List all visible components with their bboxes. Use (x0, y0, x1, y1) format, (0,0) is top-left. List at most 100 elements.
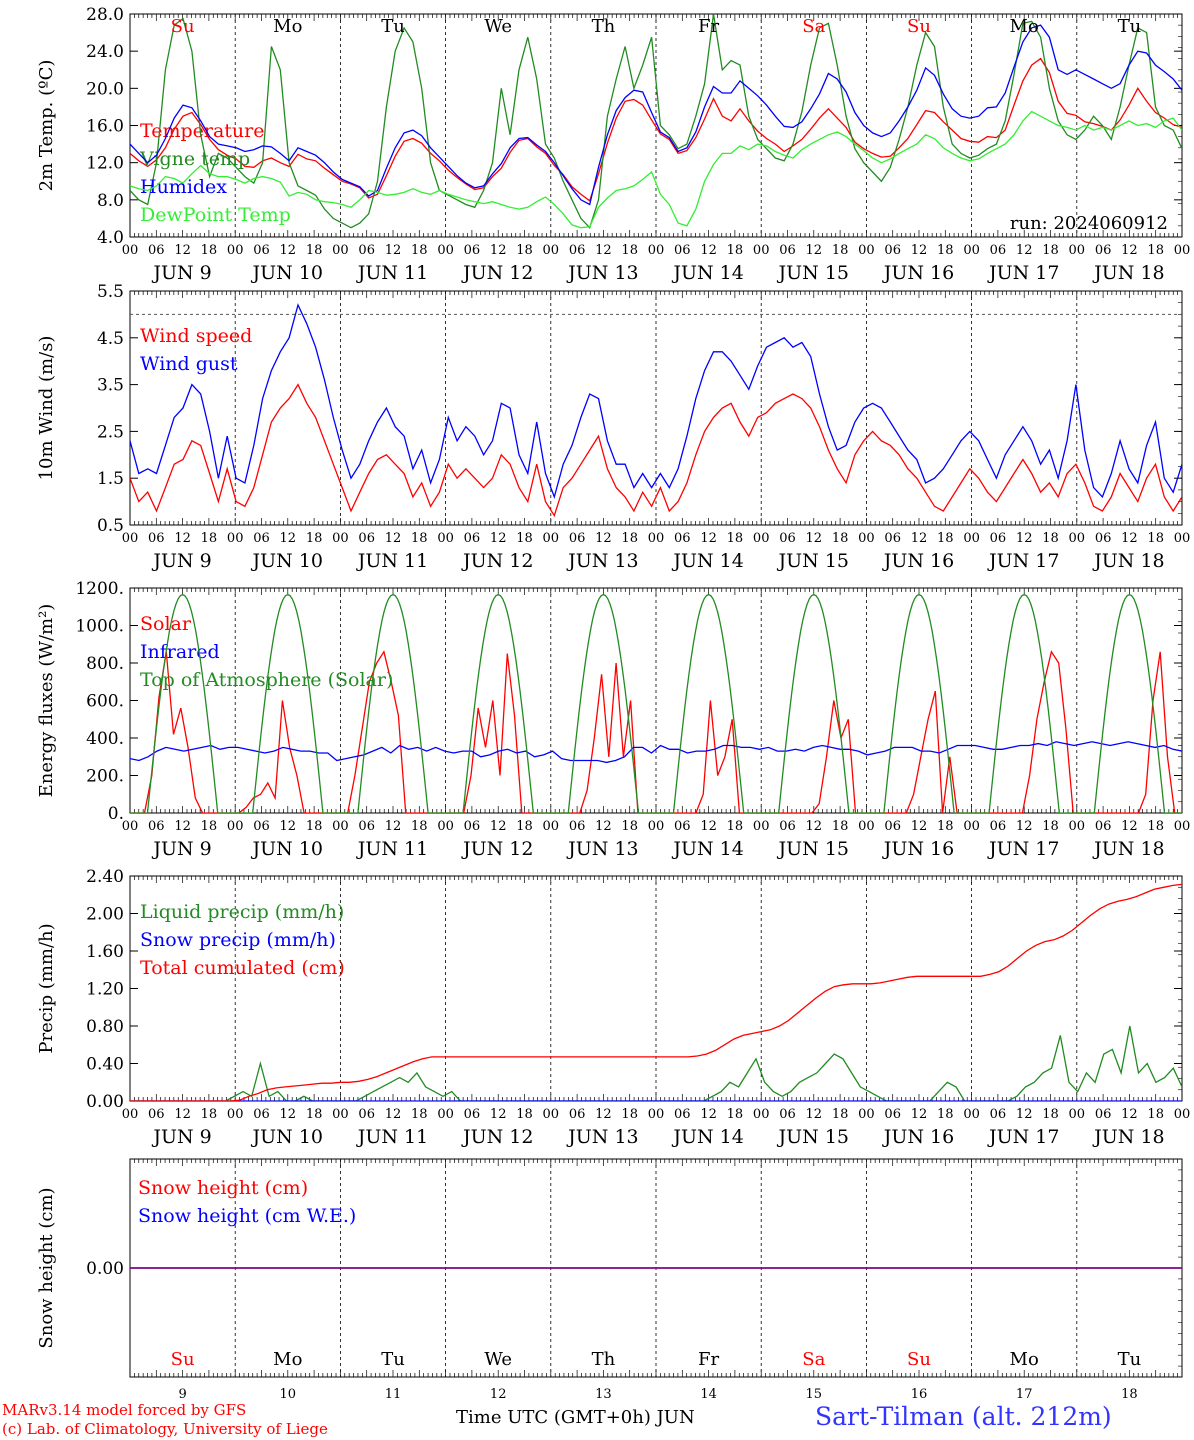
weekday-label: Sa (802, 1349, 825, 1370)
weekday-label: Su (907, 1349, 931, 1370)
hour-tick-label: 06 (358, 1107, 375, 1122)
hour-tick-label: 00 (227, 243, 244, 258)
day-number-label: 11 (385, 1387, 402, 1402)
hour-tick-label: 06 (148, 243, 165, 258)
y-tick-label: 1.60 (86, 942, 124, 962)
hour-tick-label: 12 (700, 531, 717, 546)
day-number-label: 9 (178, 1387, 186, 1402)
hour-tick-label: 00 (122, 1107, 139, 1122)
hour-tick-label: 18 (516, 243, 533, 258)
weekday-label: We (484, 1349, 512, 1370)
day-label: JUN 15 (777, 550, 849, 572)
day-label: JUN 11 (356, 838, 428, 860)
day-number-label: 12 (490, 1387, 507, 1402)
hour-tick-label: 18 (727, 1107, 744, 1122)
weekday-label: We (484, 16, 512, 37)
hour-tick-label: 06 (253, 1107, 270, 1122)
hour-tick-label: 18 (1147, 243, 1164, 258)
y-tick-label: 1000. (75, 617, 124, 637)
hour-tick-label: 12 (1121, 531, 1138, 546)
hour-tick-label: 00 (437, 243, 454, 258)
hour-tick-label: 18 (727, 531, 744, 546)
day-label: JUN 13 (566, 838, 638, 860)
y-tick-label: 800. (86, 654, 124, 674)
y-tick-label: 8.0 (97, 191, 124, 211)
y-tick-label: 0.5 (97, 516, 124, 536)
hour-tick-label: 00 (1069, 243, 1086, 258)
hour-tick-label: 18 (411, 1107, 428, 1122)
hour-tick-label: 18 (727, 819, 744, 834)
hour-tick-label: 06 (569, 819, 586, 834)
panel-precip: 0.00 0.40 0.80 1.20 1.60 2.00 2.40 Precip (mm/h… (36, 867, 1190, 1148)
hour-tick-label: 12 (1016, 531, 1033, 546)
y-tick-label: 2.40 (86, 867, 124, 887)
series-line-infrared (130, 741, 1182, 764)
hour-tick-label: 18 (937, 243, 954, 258)
hour-tick-label: 12 (174, 243, 191, 258)
hour-tick-label: 06 (1095, 531, 1112, 546)
hour-tick-label: 12 (806, 819, 823, 834)
weekday-label: Mo (273, 16, 302, 37)
hour-tick-label: 18 (621, 531, 638, 546)
hour-tick-label: 00 (227, 1107, 244, 1122)
hour-tick-label: 00 (543, 531, 560, 546)
hour-tick-label: 06 (464, 819, 481, 834)
hour-tick-label: 06 (464, 531, 481, 546)
y-tick-label: 28.0 (86, 5, 124, 25)
hour-tick-label: 18 (832, 819, 849, 834)
hour-tick-label: 18 (411, 819, 428, 834)
run-annotation: run: 2024060912 (1010, 213, 1168, 234)
weekday-label: Su (907, 16, 931, 37)
weekday-label: Tu (1118, 16, 1142, 37)
day-number-label: 13 (595, 1387, 612, 1402)
legend-entry: Wind speed (140, 325, 252, 347)
day-label: JUN 12 (461, 550, 533, 572)
hour-tick-label: 18 (1147, 531, 1164, 546)
panel-frame (129, 587, 1183, 814)
hour-tick-label: 12 (700, 1107, 717, 1122)
y-tick-label: 2.5 (97, 422, 124, 442)
hour-tick-label: 12 (385, 243, 402, 258)
hour-tick-label: 18 (1147, 819, 1164, 834)
legend-entry: Liquid precip (mm/h) (140, 901, 344, 923)
hour-tick-label: 12 (1121, 243, 1138, 258)
hour-tick-label: 12 (595, 243, 612, 258)
hour-tick-label: 12 (595, 531, 612, 546)
hour-tick-label: 06 (148, 819, 165, 834)
hour-tick-label: 18 (832, 243, 849, 258)
hour-tick-label: 12 (595, 1107, 612, 1122)
legend-entry: Snow height (cm W.E.) (138, 1205, 356, 1227)
y-axis-label: Precip (mm/h) (36, 923, 57, 1053)
y-tick-label: 400. (86, 729, 124, 749)
hour-tick-label: 18 (411, 243, 428, 258)
hour-tick-label: 12 (1121, 819, 1138, 834)
day-label: JUN 16 (882, 838, 954, 860)
hour-tick-label: 12 (1121, 1107, 1138, 1122)
hour-tick-label: 00 (753, 243, 770, 258)
legend-entry: Vigne temp (139, 148, 250, 170)
hour-tick-label: 06 (990, 243, 1007, 258)
hour-tick-label: 06 (779, 1107, 796, 1122)
time-axis-label: Time UTC (GMT+0h) JUN (456, 1407, 695, 1428)
legend-entry: Solar (140, 613, 192, 635)
y-tick-label: 200. (86, 767, 124, 787)
hour-tick-label: 12 (806, 531, 823, 546)
station-name: Sart-Tilman (alt. 212m) (815, 1402, 1112, 1431)
hour-tick-label: 12 (490, 531, 507, 546)
y-axis-label: Energy fluxes (W/m²) (36, 604, 57, 798)
hour-tick-label: 06 (148, 531, 165, 546)
hour-tick-label: 18 (937, 819, 954, 834)
day-label: JUN 14 (671, 1126, 743, 1148)
hour-tick-label: 18 (306, 243, 323, 258)
hour-tick-label: 00 (332, 1107, 349, 1122)
hour-tick-label: 00 (1069, 1107, 1086, 1122)
hour-tick-label: 00 (227, 531, 244, 546)
weekday-label: Tu (381, 16, 405, 37)
hour-tick-label: 06 (569, 531, 586, 546)
hour-tick-label: 00 (437, 1107, 454, 1122)
hour-tick-label: 18 (201, 243, 218, 258)
y-axis-label: 2m Temp. (ºC) (36, 60, 57, 192)
hour-tick-label: 18 (1042, 1107, 1059, 1122)
hour-tick-label: 00 (122, 531, 139, 546)
